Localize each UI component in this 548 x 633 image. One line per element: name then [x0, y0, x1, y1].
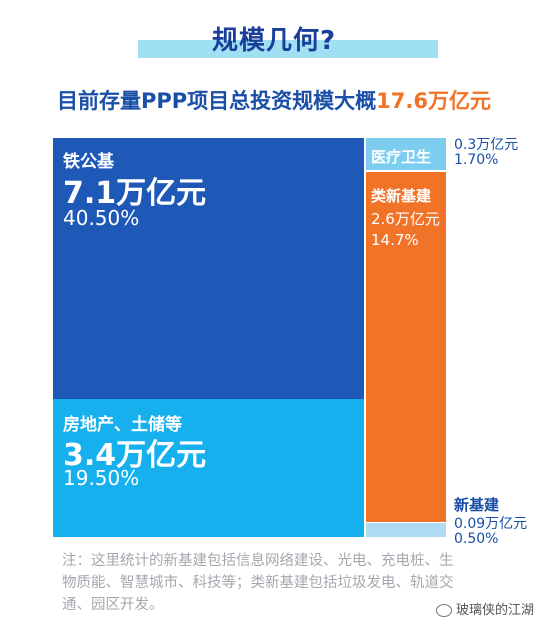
subtitle: 目前存量PPP项目总投资规模大概17.6万亿元: [0, 85, 548, 115]
wechat-icon: [435, 604, 452, 617]
title-band: [138, 40, 438, 58]
subtitle-text: 目前存量PPP项目总投资规模大概: [56, 89, 377, 113]
segment-block-tiegongji: [53, 138, 364, 399]
segment-name-quasi-new-infra: 类新基建: [371, 187, 432, 205]
segment-block-new-infra: [366, 523, 446, 537]
segment-name-new-infra: 新基建: [454, 496, 500, 514]
segment-percent-real-estate: 19.50%: [63, 466, 140, 490]
segment-block-real-estate: [53, 399, 364, 537]
segment-percent-tiegongji: 40.50%: [63, 206, 140, 230]
watermark-text: 玻璃侠的江湖: [455, 603, 534, 618]
segment-value-tiegongji: 7.1万亿元: [63, 176, 207, 211]
segment-block-healthcare: [366, 138, 446, 170]
segment-block-quasi-new-infra: [366, 172, 446, 522]
segment-name-tiegongji: 铁公基: [63, 152, 114, 172]
footnote: 注：这里统计的新基建包括信息网络建设、光电、充电桩、生物质能、智慧城市、科技等；…: [62, 553, 454, 613]
segment-percent-quasi-new-infra: 14.7%: [371, 231, 419, 249]
watermark: 玻璃侠的江湖: [435, 599, 534, 618]
segment-value-new-infra: 0.09万亿元: [454, 516, 528, 532]
segment-value-healthcare: 0.3万亿元: [454, 137, 519, 153]
segment-percent-new-infra: 0.50%: [454, 531, 499, 547]
subtitle-highlight: 17.6万亿元: [376, 89, 491, 113]
segment-value-quasi-new-infra: 2.6万亿元: [371, 210, 440, 228]
segment-name-healthcare: 医疗卫生: [371, 148, 432, 166]
segment-name-real-estate: 房地产、土储等: [63, 415, 182, 435]
segment-value-real-estate: 3.4万亿元: [63, 438, 207, 473]
segment-percent-healthcare: 1.70%: [454, 152, 499, 168]
page-title: 规模几何?: [211, 26, 337, 56]
